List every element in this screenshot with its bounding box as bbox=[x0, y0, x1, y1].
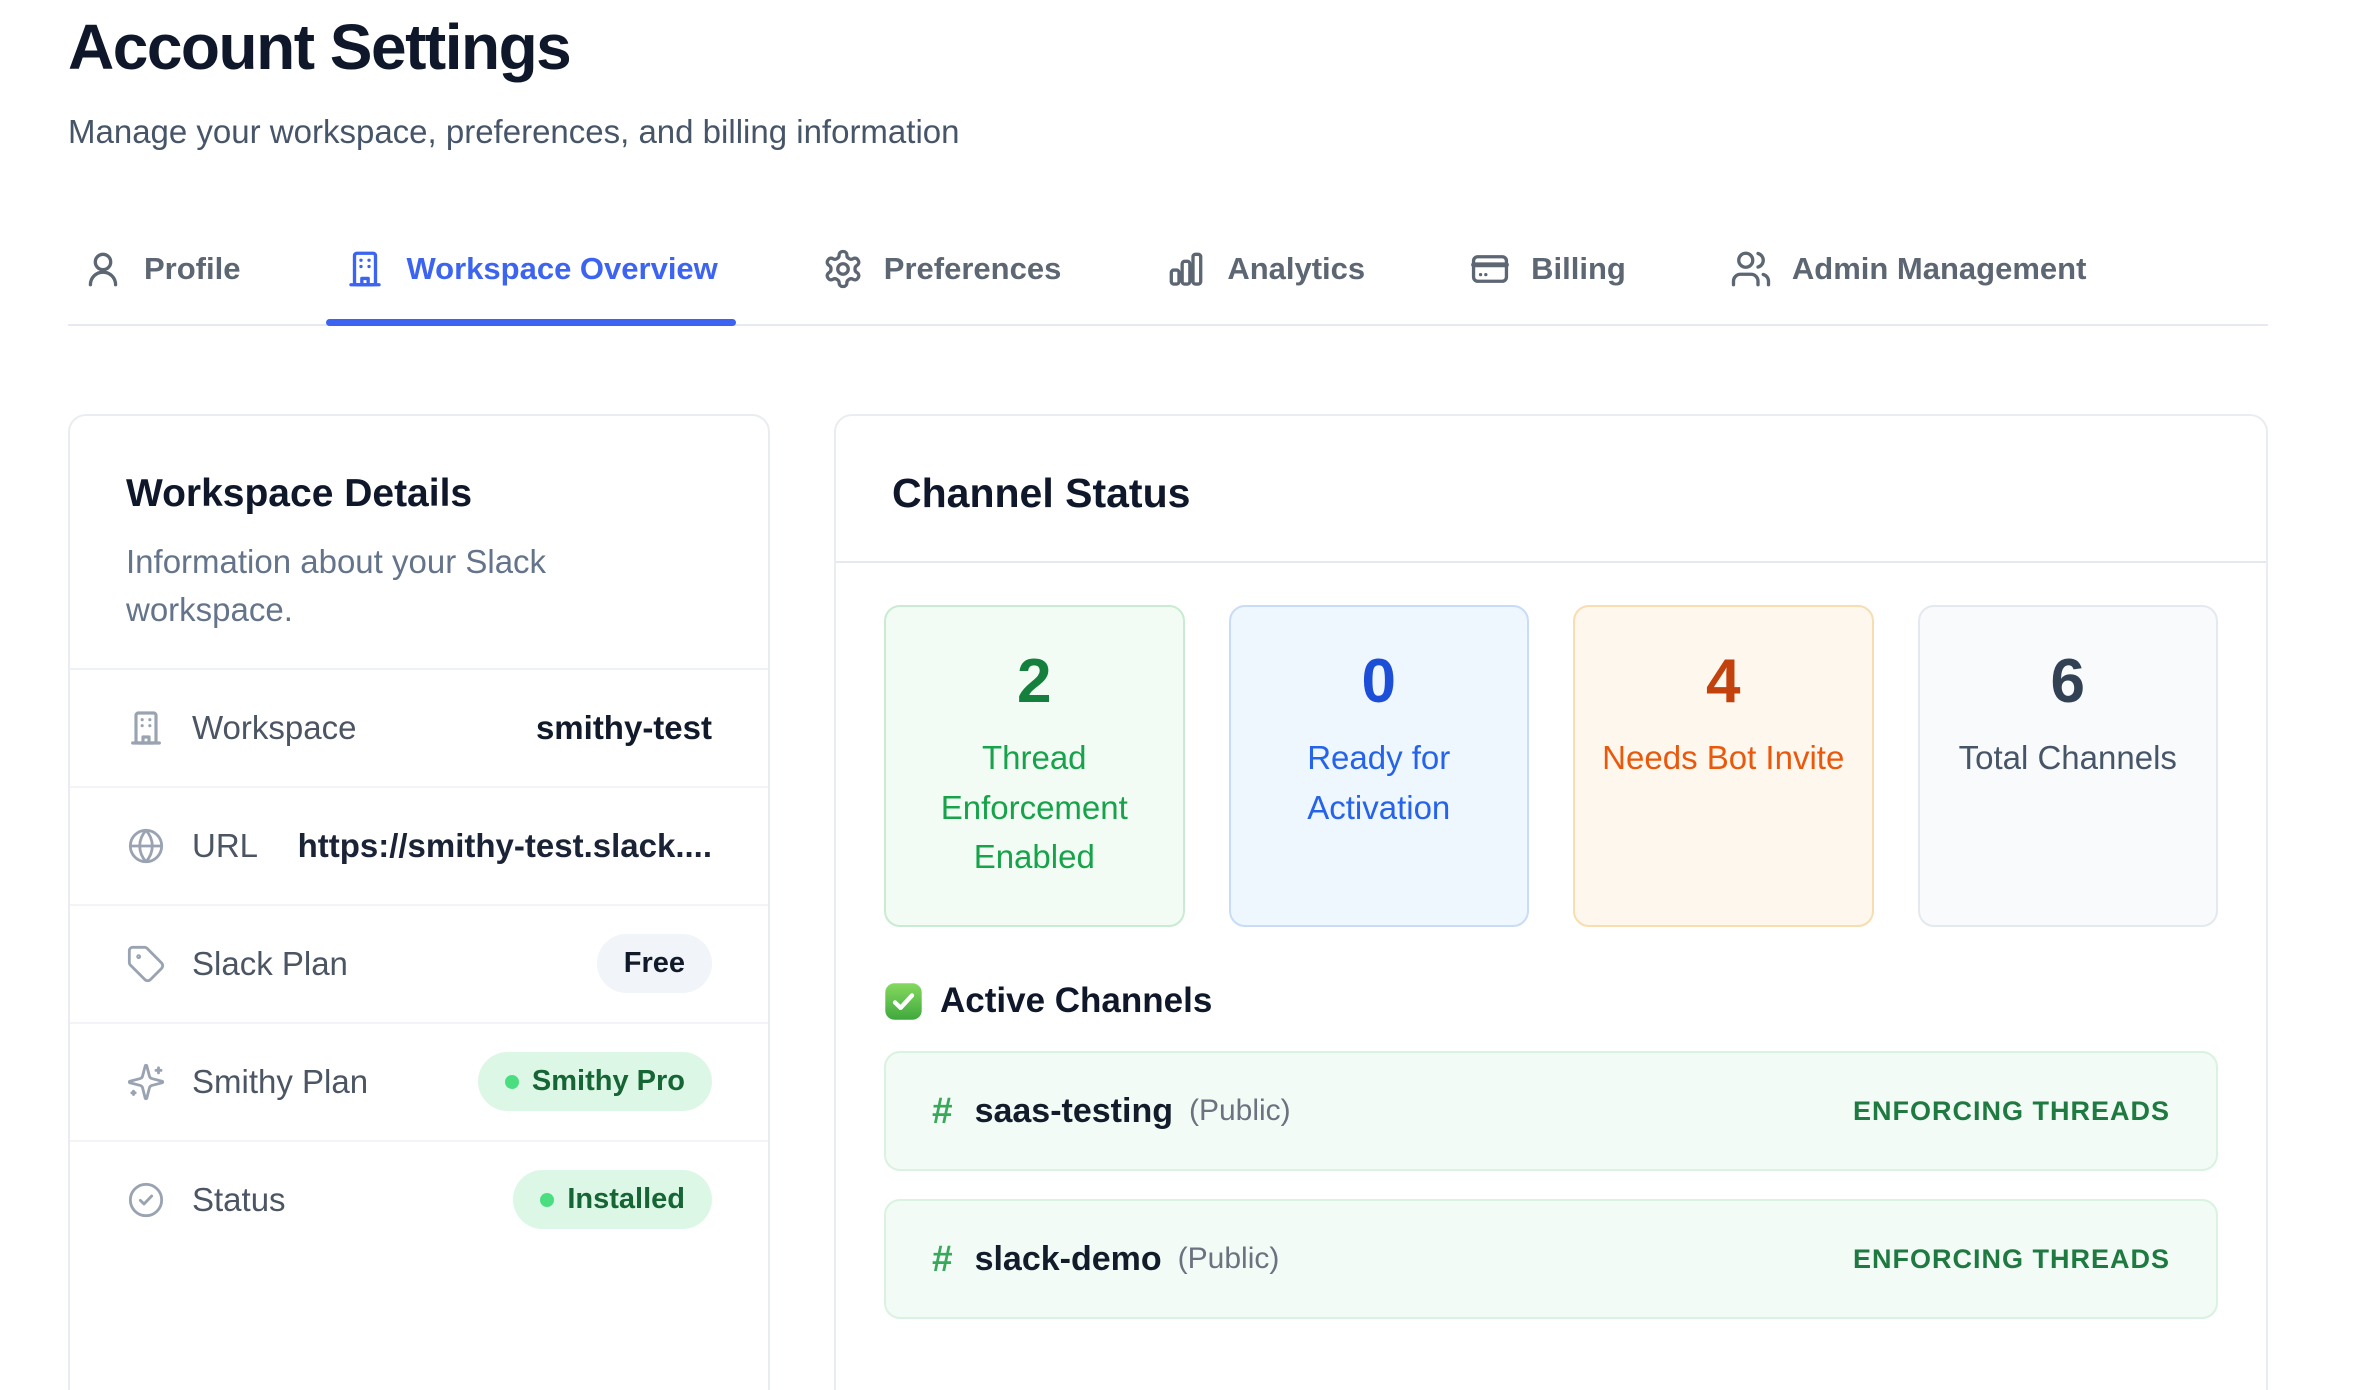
detail-row-workspace: Workspace smithy-test bbox=[70, 670, 768, 786]
channel-status-body: 2 Thread Enforcement Enabled 0 Ready for Ac… bbox=[836, 563, 2266, 1367]
building-icon bbox=[344, 248, 386, 290]
badge-label: Installed bbox=[567, 1183, 685, 1216]
detail-label: Workspace bbox=[192, 708, 357, 746]
tab-billing[interactable]: Billing bbox=[1455, 238, 1640, 324]
status-dot-icon bbox=[540, 1192, 555, 1207]
stat-label: Needs Bot Invite bbox=[1602, 739, 1845, 777]
content-area: Workspace Details Information about your… bbox=[68, 414, 2268, 1390]
tab-label: Admin Management bbox=[1791, 251, 2087, 287]
stat-label: Ready for Activation bbox=[1307, 739, 1451, 826]
check-badge-icon bbox=[884, 982, 923, 1021]
tab-label: Analytics bbox=[1227, 251, 1366, 287]
tag-icon bbox=[126, 944, 166, 984]
building-icon bbox=[126, 708, 166, 748]
active-channels-heading: Active Channels bbox=[884, 981, 2218, 1021]
detail-row-url: URL https://smithy-test.slack.... bbox=[70, 785, 768, 904]
page-title: Account Settings bbox=[68, 11, 572, 83]
channel-row-slack-demo: # slack-demo (Public) ENFORCING THREADS bbox=[884, 1199, 2218, 1320]
user-icon bbox=[82, 248, 124, 290]
stat-value: 0 bbox=[1361, 647, 1396, 717]
tab-profile[interactable]: Profile bbox=[68, 238, 254, 324]
stat-box-orange: 4 Needs Bot Invite bbox=[1573, 605, 1874, 928]
workspace-details-card: Workspace Details Information about your… bbox=[68, 414, 770, 1390]
workspace-details-subtitle: Information about your Slack workspace. bbox=[126, 543, 547, 628]
channel-stats: 2 Thread Enforcement Enabled 0 Ready for Ac… bbox=[884, 605, 2218, 928]
users-icon bbox=[1730, 248, 1772, 290]
status-badge: Installed bbox=[513, 1170, 712, 1230]
settings-tab-bar: Profile Workspace Overview Preferences Anal… bbox=[68, 238, 2268, 327]
detail-label: Status bbox=[192, 1180, 286, 1218]
sparkles-icon bbox=[126, 1062, 166, 1102]
detail-label: URL bbox=[192, 826, 259, 864]
gear-icon bbox=[822, 248, 864, 290]
status-dot-icon bbox=[504, 1074, 519, 1089]
stat-box-green: 2 Thread Enforcement Enabled bbox=[884, 605, 1185, 928]
channel-name: saas-testing bbox=[974, 1091, 1173, 1130]
tab-label: Workspace Overview bbox=[406, 251, 718, 287]
tab-workspace-overview[interactable]: Workspace Overview bbox=[326, 238, 737, 327]
tab-preferences[interactable]: Preferences bbox=[808, 238, 1076, 324]
workspace-details-title: Workspace Details bbox=[126, 472, 473, 516]
badge-label: Smithy Pro bbox=[531, 1065, 685, 1098]
globe-icon bbox=[126, 826, 166, 866]
detail-value: https://smithy-test.slack.... bbox=[297, 826, 712, 864]
status-badge: Smithy Pro bbox=[477, 1052, 712, 1112]
channel-status-title: Channel Status bbox=[892, 470, 1191, 517]
tab-label: Profile bbox=[144, 251, 241, 287]
channel-status-header: Channel Status bbox=[836, 416, 2266, 564]
channel-row-saas-testing: # saas-testing (Public) ENFORCING THREADS bbox=[884, 1051, 2218, 1172]
credit-card-icon bbox=[1469, 248, 1511, 290]
channel-name: slack-demo bbox=[974, 1239, 1162, 1278]
workspace-details-header: Workspace Details Information about your… bbox=[70, 416, 768, 668]
tab-admin-management[interactable]: Admin Management bbox=[1716, 238, 2101, 324]
tab-label: Billing bbox=[1531, 251, 1626, 287]
stat-value: 6 bbox=[2050, 647, 2085, 717]
detail-row-status: Status Installed bbox=[70, 1139, 768, 1258]
stat-box-slate: 6 Total Channels bbox=[1917, 605, 2218, 928]
channel-visibility: (Public) bbox=[1177, 1242, 1280, 1276]
stat-label: Total Channels bbox=[1958, 739, 2177, 777]
channel-hash-icon: # bbox=[932, 1238, 953, 1280]
stat-value: 4 bbox=[1706, 647, 1741, 717]
bar-chart-icon bbox=[1165, 248, 1207, 290]
stat-label: Thread Enforcement Enabled bbox=[940, 739, 1128, 876]
channel-status-card: Channel Status 2 Thread Enforcement Enabl… bbox=[834, 414, 2268, 1390]
status-badge: Free bbox=[596, 934, 712, 994]
detail-value: smithy-test bbox=[535, 708, 712, 746]
channel-visibility: (Public) bbox=[1188, 1094, 1291, 1128]
detail-label: Smithy Plan bbox=[192, 1062, 369, 1100]
badge-label: Free bbox=[623, 947, 685, 980]
channel-enforcement-status: ENFORCING THREADS bbox=[1852, 1243, 2170, 1274]
active-channels-label: Active Channels bbox=[940, 981, 1213, 1021]
stat-value: 2 bbox=[1017, 647, 1052, 717]
channel-enforcement-status: ENFORCING THREADS bbox=[1852, 1095, 2170, 1126]
check-circle-icon bbox=[126, 1180, 166, 1220]
active-channels-list: # saas-testing (Public) ENFORCING THREADS # s… bbox=[884, 1051, 2218, 1320]
detail-row-smithy-plan: Smithy Plan Smithy Pro bbox=[70, 1021, 768, 1140]
page-subtitle: Manage your workspace, preferences, and … bbox=[68, 113, 960, 151]
tab-label: Preferences bbox=[883, 251, 1062, 287]
channel-hash-icon: # bbox=[932, 1090, 953, 1132]
detail-label: Slack Plan bbox=[192, 944, 348, 982]
stat-box-blue: 0 Ready for Activation bbox=[1228, 605, 1529, 928]
detail-row-slack-plan: Slack Plan Free bbox=[70, 903, 768, 1022]
tab-analytics[interactable]: Analytics bbox=[1151, 238, 1379, 324]
workspace-details-list: Workspace smithy-test URL https://smithy-te… bbox=[70, 667, 768, 1258]
